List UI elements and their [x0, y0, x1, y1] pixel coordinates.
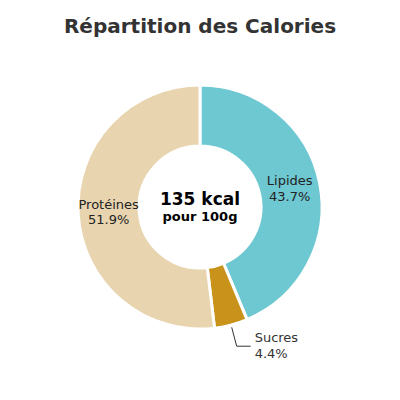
html-text:Répartition des Calories: Répartition des Calories [63, 14, 337, 38]
html-text:pour 100g: pour 100g [162, 209, 238, 225]
html-text:135 kcal: 135 kcal [160, 189, 240, 209]
svg-text:Protéines51.9%: Protéines51.9% [78, 197, 139, 228]
svg-text:Lipides43.7%: Lipides43.7% [267, 173, 313, 204]
svg-text:Sucres4.4%: Sucres4.4% [255, 330, 299, 361]
